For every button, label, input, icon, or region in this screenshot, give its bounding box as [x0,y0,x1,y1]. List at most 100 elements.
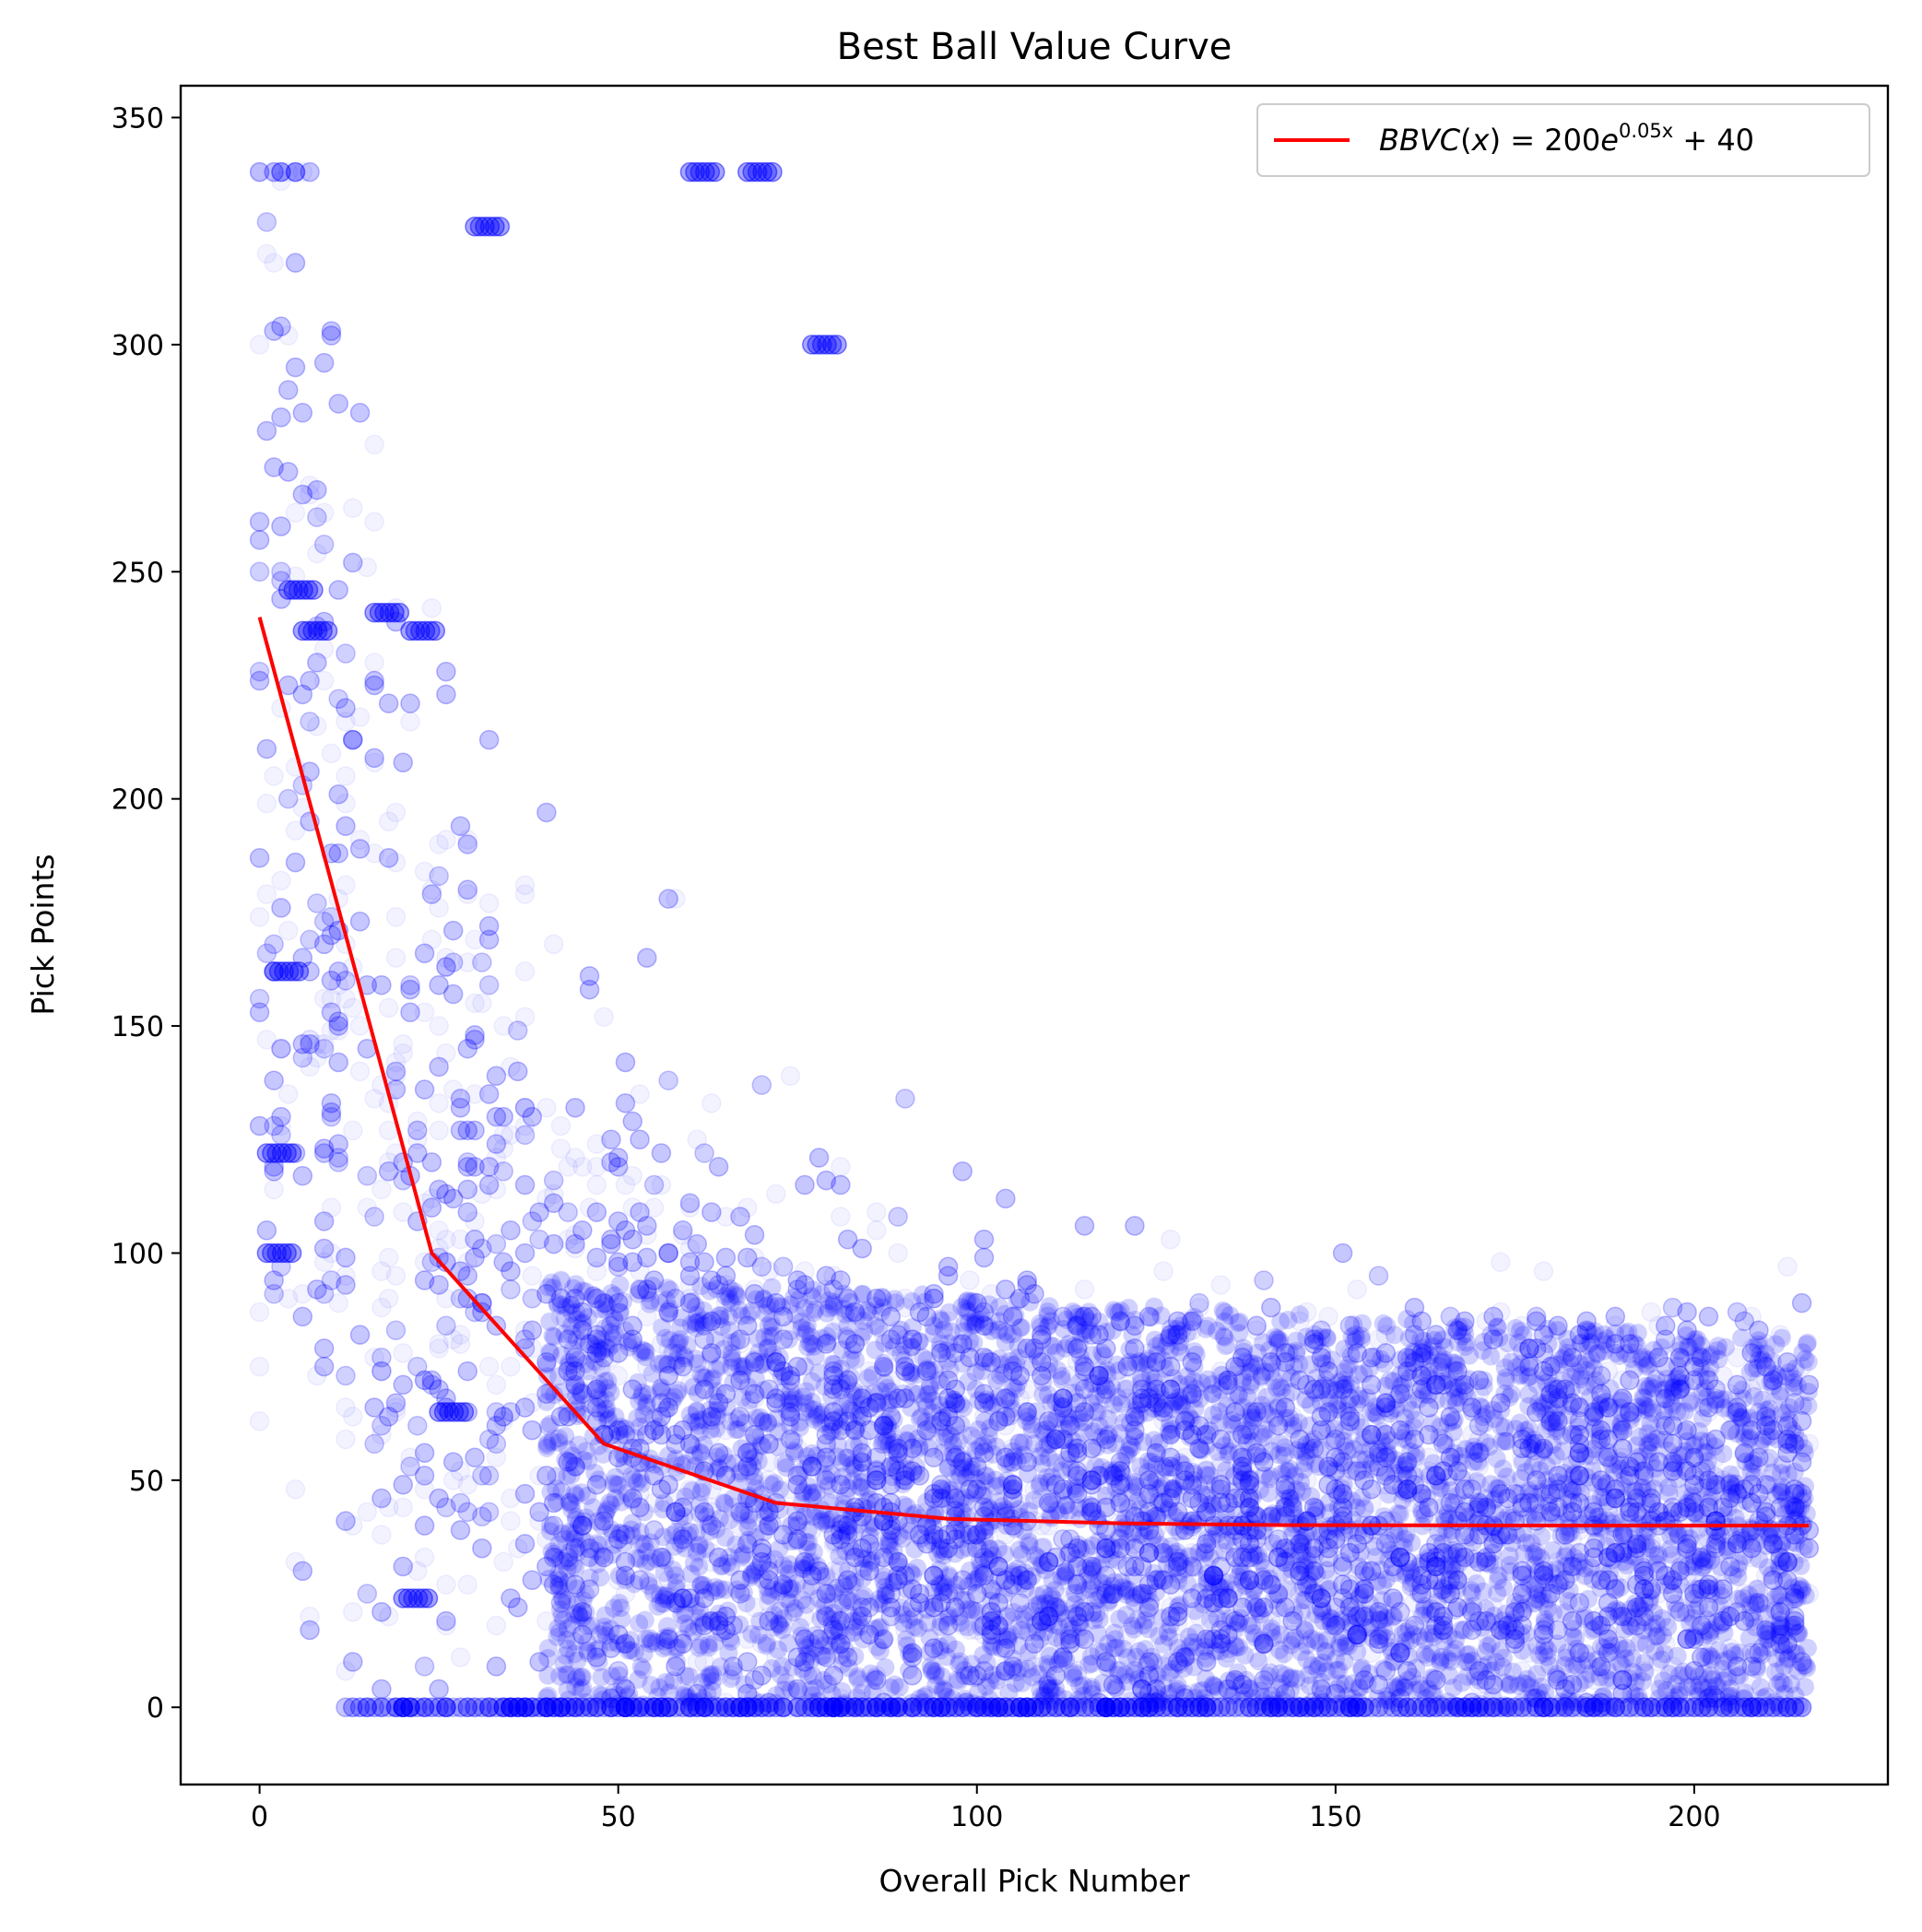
scatter-point [343,498,363,519]
scatter-point [478,1356,500,1377]
scatter-point [550,1115,572,1137]
scatter-point [543,934,564,955]
scatter-point [271,870,291,891]
scatter-point [349,1061,371,1082]
scatter-point [371,1525,392,1545]
scatter-point [429,1016,449,1036]
scatter-point [472,993,492,1014]
scatter-point [1161,1229,1181,1250]
scatter-point [393,1343,413,1363]
scatter-point [1684,1565,1704,1586]
scatter-point [694,1315,714,1337]
scatter-point [1167,1615,1188,1636]
scatter-point [436,1574,456,1595]
scatter-point [364,434,384,455]
scatter-point [1153,1456,1173,1477]
scatter-point [852,1447,872,1467]
scatter-point [285,502,306,523]
scatter-point [802,1297,822,1318]
scatter-point [1533,1656,1554,1677]
scatter-point [457,952,478,972]
scatter-point [1741,1492,1762,1514]
scatter-point [1303,1697,1325,1717]
scatter-point [364,1348,384,1368]
scatter-point [679,1275,701,1295]
scatter-point [1777,1256,1798,1277]
scatter-point [1455,1470,1475,1490]
scatter-point [514,961,536,982]
scatter-point [378,1152,399,1172]
scatter-point [364,512,384,532]
scatter-point [1455,1538,1475,1559]
scatter-point [285,1478,306,1500]
scatter-point [336,988,356,1009]
scatter-point [1174,1475,1196,1495]
scatter-point [931,1538,951,1559]
scatter-point [780,1066,801,1087]
scatter-point [336,1429,356,1450]
scatter-point [486,1374,507,1396]
scatter-point [960,1620,980,1641]
scatter-point [478,893,500,913]
scatter-point [514,1007,536,1027]
scatter-point [1755,1370,1776,1391]
scatter-point [601,1348,621,1368]
scatter-point [429,1093,449,1113]
scatter-point [249,907,270,927]
scatter-point [1339,1424,1361,1445]
scatter-point [256,243,277,265]
scatter-point [336,712,356,732]
scatter-point [831,1697,851,1717]
scatter-point [1017,1570,1037,1590]
scatter-point [1533,1261,1554,1281]
scatter-point [607,1570,629,1590]
scatter-point [385,1402,407,1422]
scatter-point [514,875,536,896]
scatter-point [507,1538,528,1559]
scatter-point [357,1502,378,1523]
scatter-point [945,1393,966,1413]
scatter-point [1562,1593,1583,1613]
scatter-point [264,253,284,273]
scatter-point [852,1697,872,1717]
scatter-point [1218,1388,1238,1408]
scatter-point [321,743,342,764]
scatter-point [343,1407,363,1427]
scatter-point [414,1547,435,1568]
scatter-point [256,884,277,904]
scatter-point [737,1433,758,1455]
scatter-point [579,1393,600,1413]
scatter-point [1361,1402,1382,1422]
scatter-point [867,1551,887,1573]
scatter-point [579,1374,600,1396]
scatter-point [1332,1606,1353,1627]
scatter-point [1612,1447,1633,1467]
scatter-point [1167,1388,1188,1408]
scatter-point [1167,1584,1188,1604]
scatter-point [501,1511,521,1531]
scatter-point [1540,1407,1562,1427]
scatter-point [1060,1456,1080,1477]
scatter-point [393,1034,413,1054]
scatter-point [1605,1488,1626,1509]
scatter-point [514,1115,536,1137]
scatter-point [385,802,407,823]
scatter-point [442,1470,464,1490]
scatter-point [277,920,299,941]
scatter-point [831,1207,851,1227]
scatter-point [378,1288,399,1309]
scatter-point [1519,1593,1539,1613]
scatter-point [795,1579,815,1599]
scatter-point [1633,1447,1655,1467]
scatter-point [1311,1438,1332,1459]
scatter-point [343,1120,363,1141]
scatter-point [867,1220,887,1241]
scatter-point [343,1601,363,1622]
scatter-point [586,1157,607,1177]
scatter-point [1339,1343,1361,1363]
scatter-point [1468,1452,1490,1472]
scatter-point [249,1411,270,1431]
scatter-point [1268,1393,1289,1413]
scatter-point [249,1302,270,1323]
